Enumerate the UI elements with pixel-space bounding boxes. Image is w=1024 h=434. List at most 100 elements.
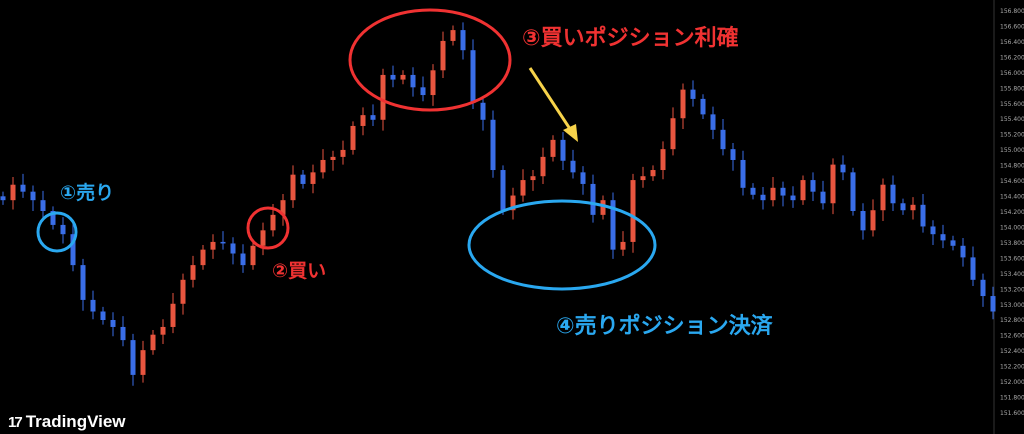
candle-body [750,187,756,195]
candle-body [400,74,406,80]
candle-body [960,245,966,258]
close-sell-ellipse [467,199,657,291]
candle-body [20,184,26,192]
y-tick-label: 153.200 [1000,286,1024,293]
tradingview-logo: 17 TradingView [8,412,126,432]
candle-body [360,115,366,126]
y-tick-label: 154.000 [1000,224,1024,231]
candle-body [110,320,116,327]
candle-body [50,211,56,225]
candle-body [180,279,186,304]
candle-body [200,249,206,266]
candle-body [770,187,776,201]
candle-body [460,30,466,51]
candle-body [390,74,396,80]
candle-body [30,191,36,201]
y-tick-label: 155.400 [1000,116,1024,123]
y-tick-label: 152.800 [1000,317,1024,324]
y-tick-label: 153.800 [1000,240,1024,247]
logo-text: TradingView [25,412,126,431]
y-tick-label: 153.000 [1000,302,1024,309]
candle-body [290,174,296,201]
candle-body [170,303,176,327]
y-tick-label: 151.800 [1000,395,1024,402]
candle-body [690,89,696,99]
candle-body [190,265,196,280]
candle-body [330,156,336,160]
candle-body [40,200,46,211]
candle-body [430,70,436,96]
candle-body [900,203,906,211]
candle-body [270,214,276,231]
y-tick-label: 154.400 [1000,194,1024,201]
candle-body [980,279,986,297]
y-tick-label: 156.000 [1000,70,1024,77]
candle-body [350,125,356,150]
candle-body [560,139,566,161]
candle-body [90,299,96,312]
candle-body [910,204,916,211]
candle-body [320,159,326,173]
candle-body [380,74,386,120]
candle-body [100,311,106,321]
candle-body [640,176,646,181]
candle-body [410,74,416,88]
sell-circle [36,211,78,253]
candle-body [710,114,716,130]
candle-body [230,243,236,254]
candle-body [880,184,886,211]
candle-body [220,241,226,244]
candle-body [420,87,426,96]
candle-body [480,102,486,120]
candle-body [120,326,126,341]
candle-body [920,204,926,227]
candle-body [970,257,976,280]
take-profit-ellipse [348,8,512,112]
candle-body [870,210,876,231]
candle-body [130,340,136,375]
y-tick-label: 156.400 [1000,39,1024,46]
candle-body [490,119,496,171]
sell-label: ①売り [60,182,115,204]
buy-label: ②買い [272,260,327,282]
arrow-line [528,67,574,133]
take-profit-label: ③買いポジション利確 [522,26,739,51]
candle-body [280,200,286,215]
y-tick-label: 152.000 [1000,379,1024,386]
candle-body [660,149,666,171]
candle-body [680,89,686,119]
candle-body [140,350,146,375]
candle-body [800,180,806,201]
candle-body [570,160,576,173]
candle-body [250,245,256,266]
y-tick-label: 154.200 [1000,209,1024,216]
candle-body [370,115,376,120]
candle-body [550,139,556,157]
y-tick-label: 154.600 [1000,178,1024,185]
candle-body [940,234,946,241]
candle-body [630,180,636,242]
candle-body [950,240,956,246]
candle-body [650,170,656,177]
candle-body [210,241,216,250]
y-tick-label: 156.600 [1000,23,1024,30]
candle-body [60,224,66,235]
candle-body [300,174,306,184]
candle-body [540,156,546,177]
candle-body [440,40,446,71]
candle-body [340,149,346,157]
candle-body [470,50,476,103]
y-tick-label: 155.000 [1000,147,1024,154]
candle-body [10,184,16,201]
candle-body [150,334,156,351]
candle-body [780,187,786,196]
candle-body [670,118,676,150]
candle-body [790,195,796,201]
candle-body [0,196,6,201]
y-tick-label: 153.600 [1000,255,1024,262]
candle-body [700,98,706,115]
candle-body [820,191,826,204]
